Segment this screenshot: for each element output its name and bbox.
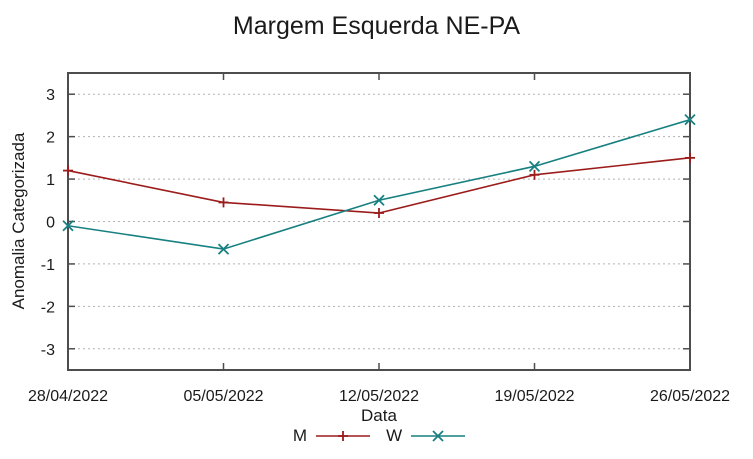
y-tick-label: 0 [46,215,55,232]
legend-entry-M: M [292,426,371,446]
marker-stroke [62,220,74,232]
legend-marker [338,431,349,441]
legend-sample [316,431,371,441]
marker-stroke [432,430,444,442]
series-line-M [67,157,691,214]
data-point-W-2 [373,194,385,206]
chart-title: Margem Esquerda NE-PA [232,12,521,40]
x-tick-label: 12/05/2022 [339,388,419,405]
x-tick-label: 05/05/2022 [183,388,263,405]
data-point-M-3 [529,169,540,180]
data-point-M-1 [218,197,229,208]
legend-marker [432,430,444,442]
y-tick-label: -1 [41,257,55,274]
x-axis-label: Data [361,406,397,425]
marker-stroke [373,194,385,206]
plot-border [67,72,691,371]
x-tick-label: 19/05/2022 [494,388,574,405]
legend-sample [411,430,466,442]
legend-label: M [292,426,308,445]
data-point-W-0 [62,220,74,232]
series-line-W [67,118,691,250]
y-tick-label: 3 [46,87,55,104]
y-tick-label: 1 [46,172,55,189]
y-tick-label: 2 [46,130,55,147]
data-point-M-2 [374,208,384,219]
y-tick-label: -2 [41,299,55,316]
marker-stroke [684,114,696,126]
x-tick-label: 26/05/2022 [650,388,730,405]
y-tick-label: -3 [41,342,55,359]
marker-stroke [217,243,230,255]
data-point-M-0 [63,165,73,176]
data-point-M-4 [685,152,695,163]
data-point-W-4 [684,114,696,126]
legend-label: W [386,426,403,445]
legend-entry-W: W [386,426,466,446]
data-point-W-3 [528,160,541,172]
marker-stroke [528,160,541,172]
data-point-W-1 [217,243,230,255]
x-tick-label: 28/04/2022 [28,388,108,405]
